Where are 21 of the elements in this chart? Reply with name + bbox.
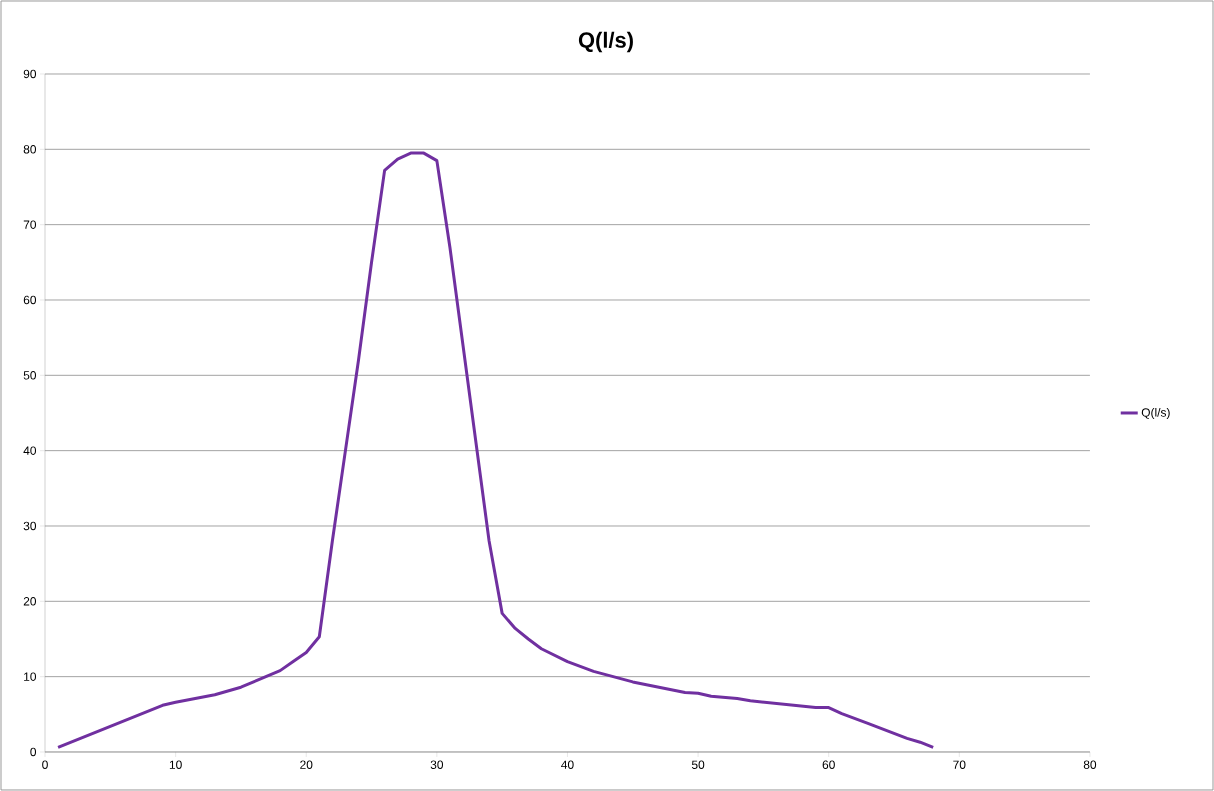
y-tick-label: 10: [24, 672, 37, 681]
legend-label: Q(l/s): [1141, 407, 1170, 420]
x-tick-label: 10: [169, 760, 182, 769]
chart-title: Q(l/s): [578, 31, 633, 53]
x-tick-label: 40: [561, 760, 574, 769]
y-tick-label: 0: [30, 747, 37, 757]
y-tick-label: 80: [23, 145, 37, 154]
x-tick-label: 0: [42, 760, 48, 769]
y-tick-label: 90: [23, 69, 37, 79]
y-tick-label: 40: [23, 446, 37, 455]
y-tick-label: 30: [23, 521, 37, 531]
y-tick-label: 60: [23, 295, 37, 305]
y-tick-label: 50: [23, 371, 37, 380]
x-tick-label: 60: [822, 760, 835, 769]
x-tick-label: 20: [300, 760, 313, 769]
x-tick-label: 80: [1083, 760, 1097, 769]
y-tick-label: 70: [23, 220, 37, 229]
x-tick-label: 70: [953, 760, 966, 769]
x-tick-label: 30: [430, 760, 444, 769]
x-tick-label: 50: [691, 760, 705, 769]
y-tick-label: 20: [23, 597, 37, 606]
